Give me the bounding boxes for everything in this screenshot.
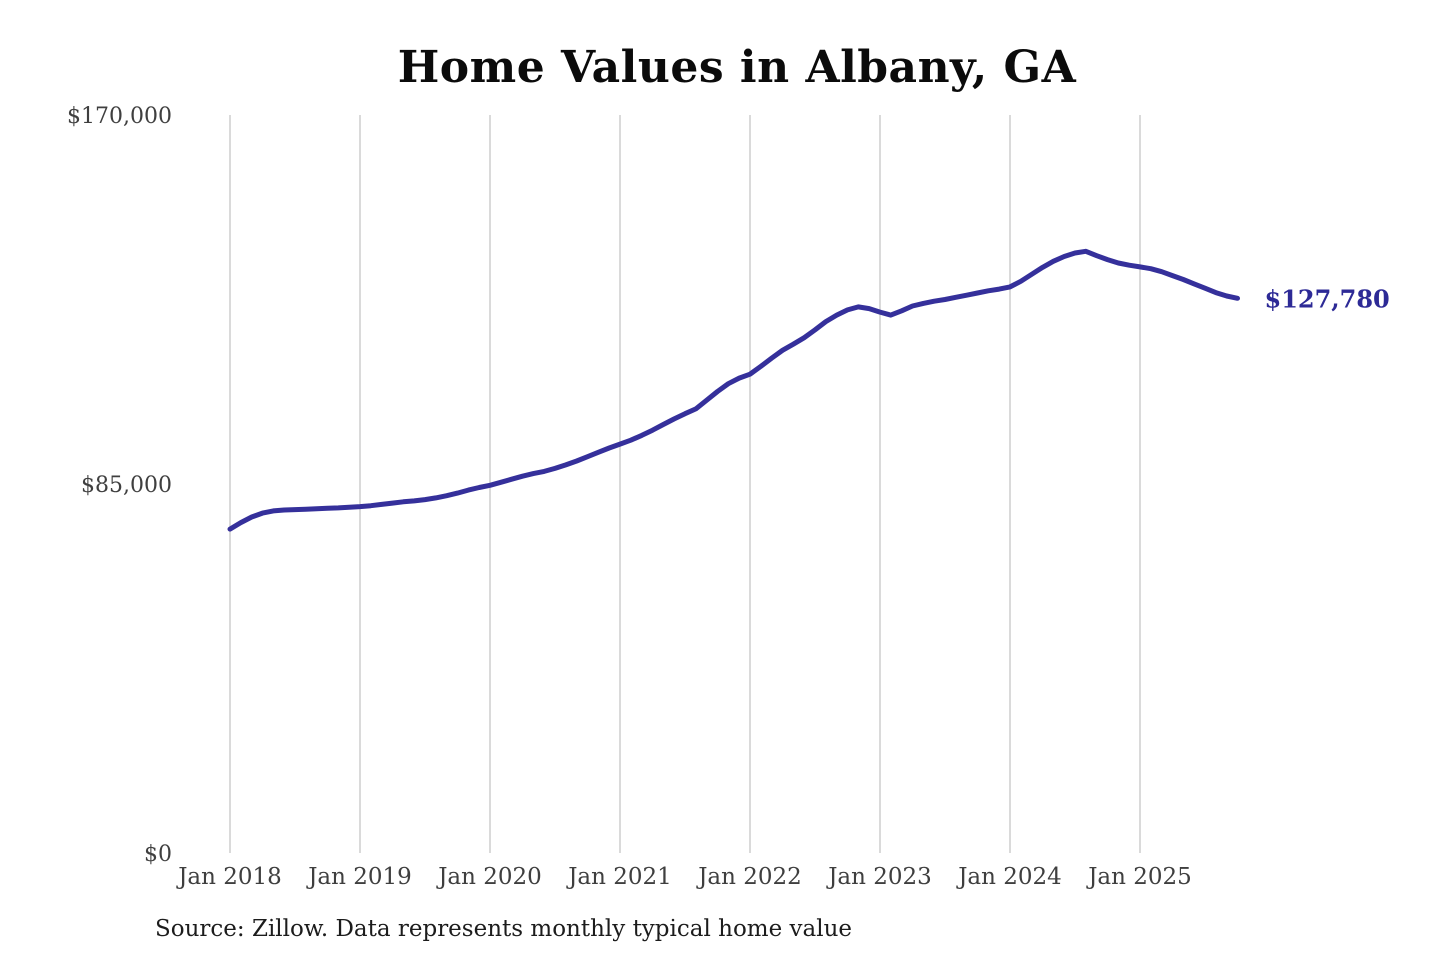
y-tick-label: $170,000 bbox=[67, 104, 172, 129]
x-tick-label: Jan 2018 bbox=[176, 864, 282, 890]
x-tick-label: Jan 2019 bbox=[306, 864, 412, 890]
x-tick-label: Jan 2020 bbox=[436, 864, 542, 890]
x-tick-label: Jan 2024 bbox=[956, 864, 1062, 890]
x-tick-label: Jan 2025 bbox=[1086, 864, 1192, 890]
x-tick-label: Jan 2021 bbox=[566, 864, 672, 890]
chart-title: Home Values in Albany, GA bbox=[397, 42, 1077, 93]
x-tick-label: Jan 2023 bbox=[826, 864, 932, 890]
y-tick-label: $85,000 bbox=[81, 473, 172, 498]
y-tick-label: $0 bbox=[144, 842, 172, 867]
x-tick-label: Jan 2022 bbox=[696, 864, 802, 890]
source-note: Source: Zillow. Data represents monthly … bbox=[155, 916, 853, 942]
home-value-line bbox=[227, 248, 1240, 532]
end-value-label: $127,780 bbox=[1265, 284, 1390, 313]
